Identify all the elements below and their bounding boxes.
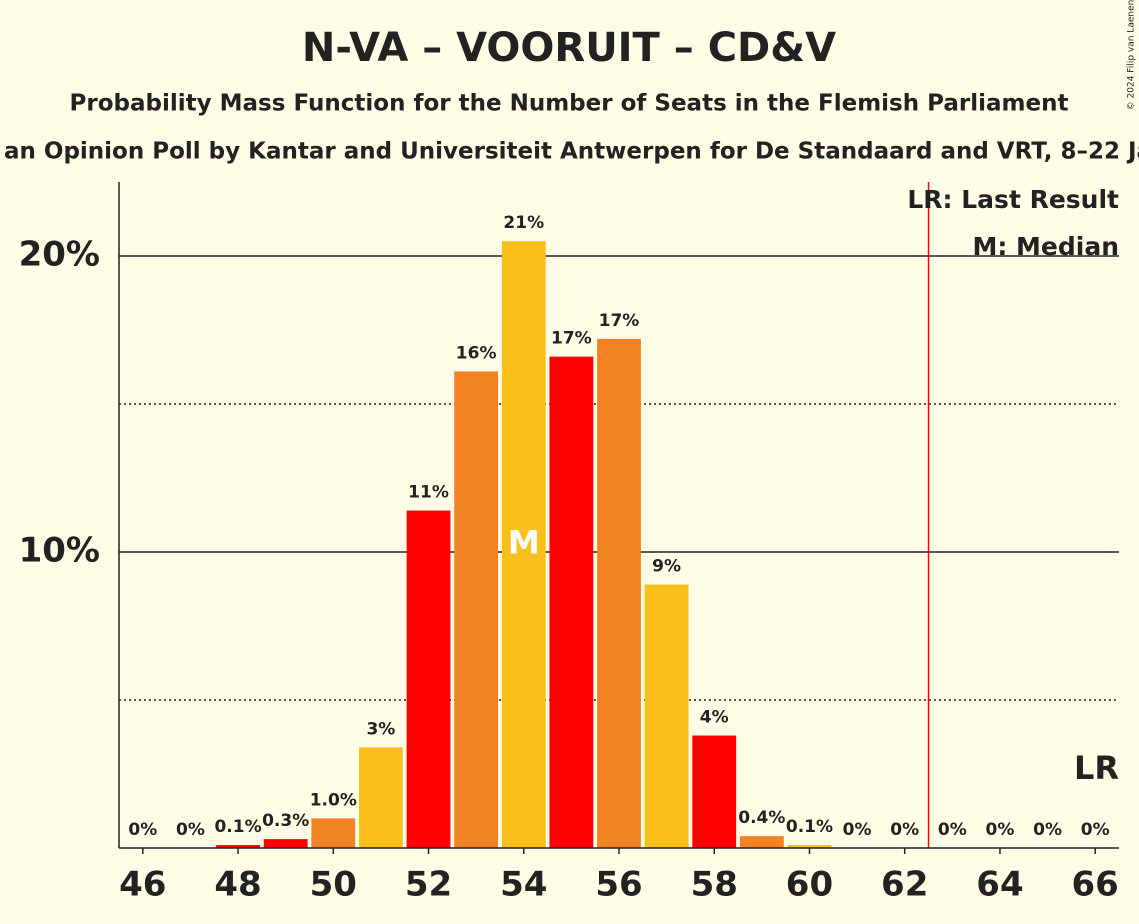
- chart-subtitle: Probability Mass Function for the Number…: [70, 91, 1069, 117]
- value-label: 17%: [551, 329, 592, 349]
- bar: [454, 371, 499, 848]
- value-label: 17%: [599, 311, 640, 331]
- value-label: 11%: [408, 483, 449, 503]
- bar: [311, 818, 356, 848]
- value-label: 0%: [176, 820, 205, 840]
- x-tick-label: 66: [1072, 865, 1119, 905]
- value-label: 1.0%: [310, 790, 357, 810]
- value-label: 9%: [652, 557, 681, 577]
- x-tick-label: 52: [405, 865, 452, 905]
- chart-title: N-VA – VOORUIT – CD&V: [302, 25, 836, 71]
- value-label: 0%: [1033, 820, 1062, 840]
- value-label: 0%: [986, 820, 1015, 840]
- value-label: 0.3%: [262, 811, 309, 831]
- chart-caption: an Opinion Poll by Kantar and Universite…: [4, 139, 1139, 165]
- value-label: 21%: [503, 213, 544, 233]
- bar: [597, 338, 641, 848]
- x-tick-label: 50: [310, 865, 357, 905]
- value-label: 16%: [456, 343, 497, 363]
- copyright: © 2024 Filip van Laenen: [1127, 0, 1137, 110]
- last-result-label: LR: [1074, 749, 1119, 787]
- bar: [549, 356, 594, 848]
- x-tick-label: 54: [500, 865, 547, 905]
- x-tick-label: 64: [976, 865, 1023, 905]
- median-marker: M: [508, 524, 540, 562]
- value-label: 0%: [843, 820, 872, 840]
- value-label: 0%: [128, 820, 157, 840]
- legend-entry: M: Median: [972, 232, 1119, 261]
- value-label: 0%: [890, 820, 919, 840]
- value-label: 4%: [700, 708, 729, 728]
- x-tick-label: 48: [214, 865, 261, 905]
- x-tick-label: 62: [881, 865, 928, 905]
- y-tick-label: 20%: [19, 235, 100, 275]
- y-tick-label: 10%: [19, 531, 100, 571]
- value-label: 0%: [1081, 820, 1110, 840]
- bar: [359, 747, 403, 848]
- value-label: 0.4%: [738, 808, 785, 828]
- value-label: 0.1%: [214, 817, 261, 837]
- bar: [216, 845, 260, 848]
- value-label: 0.1%: [786, 817, 833, 837]
- value-label: 3%: [366, 719, 395, 739]
- x-tick-label: 58: [691, 865, 738, 905]
- bar: [739, 836, 784, 848]
- bar: [406, 510, 451, 848]
- value-label: 0%: [938, 820, 967, 840]
- legend-entry: LR: Last Result: [907, 185, 1119, 214]
- bar: [644, 584, 689, 848]
- x-tick-label: 56: [595, 865, 642, 905]
- x-tick-label: 46: [119, 865, 166, 905]
- bar: [787, 845, 832, 848]
- x-tick-label: 60: [786, 865, 833, 905]
- bar: [501, 241, 546, 848]
- bar: [692, 735, 737, 848]
- bar: [263, 839, 308, 848]
